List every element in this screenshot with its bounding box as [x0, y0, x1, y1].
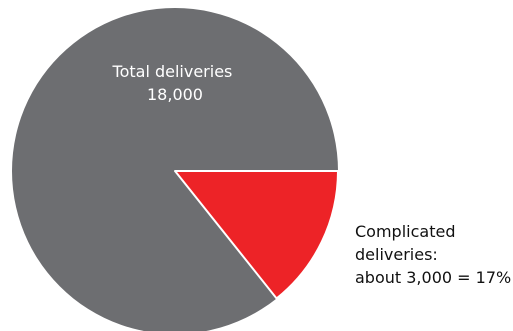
slice-label-complicated-line-3: about 3,000 = 17% — [355, 268, 511, 287]
slice-label-complicated: Complicated deliveries: about 3,000 = 17… — [355, 222, 511, 287]
pie-slices — [12, 8, 339, 331]
slice-label-complicated-line-2: deliveries: — [355, 245, 438, 264]
slice-label-total: Total deliveries 18,000 — [112, 62, 238, 104]
slice-label-total-line-2: 18,000 — [147, 85, 203, 104]
pie-slice-total-deliveries — [12, 8, 338, 331]
slice-label-complicated-line-1: Complicated — [355, 222, 455, 241]
slice-label-total-line-1: Total deliveries — [112, 62, 233, 81]
pie-slice-complicated-deliveries — [174, 170, 339, 300]
